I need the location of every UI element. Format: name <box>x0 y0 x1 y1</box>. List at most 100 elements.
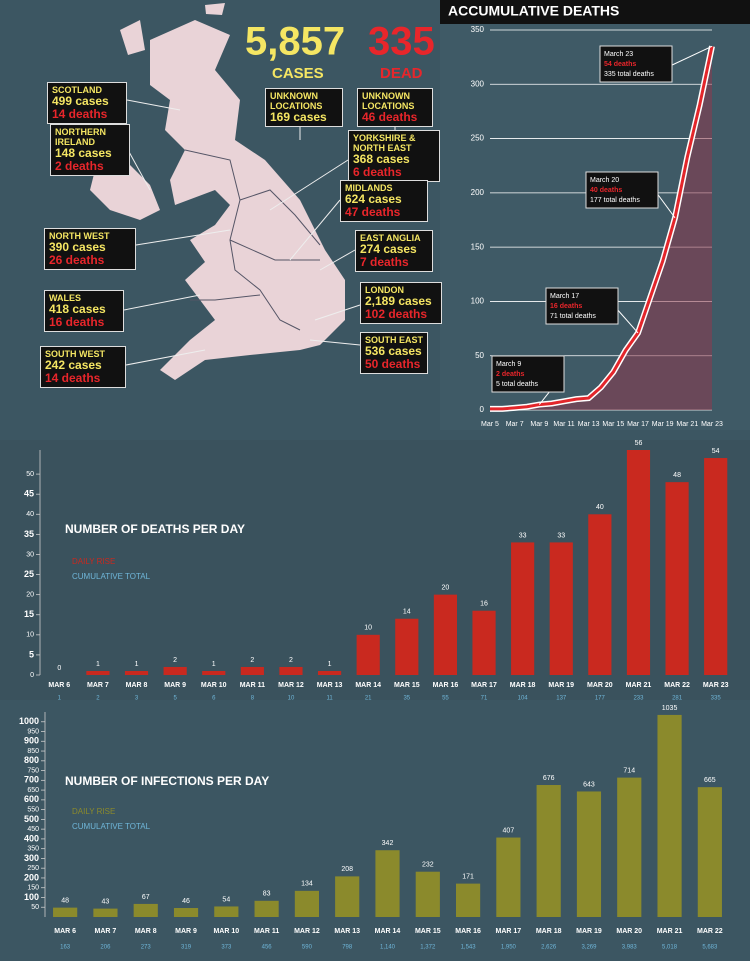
bar <box>294 890 319 917</box>
leader-line <box>123 294 201 311</box>
value-label: 171 <box>462 873 474 880</box>
region-cases: 242 cases <box>45 358 102 372</box>
x-tick-label: MAR 20 <box>616 928 642 935</box>
cumulative-label: 8 <box>251 696 255 702</box>
bar <box>254 900 279 917</box>
cumulative-label: 163 <box>60 945 71 951</box>
annotation-daily: 40 deaths <box>590 187 622 194</box>
y-tick-label: 200 <box>24 872 39 882</box>
y-tick-label: 300 <box>24 853 39 863</box>
y-tick-label: 900 <box>24 736 39 746</box>
leader-line <box>127 149 151 191</box>
annotation-leader <box>655 191 676 219</box>
x-tick-label: MAR 10 <box>213 928 239 935</box>
region-label: SOUTH WEST 242 cases 14 deaths <box>40 346 126 388</box>
cumulative-label: 71 <box>481 696 488 702</box>
value-label: 208 <box>341 866 353 873</box>
value-label: 643 <box>583 781 595 788</box>
cases-number: 5,857 <box>245 20 345 64</box>
value-label: 1 <box>212 661 216 668</box>
value-label: 1 <box>135 661 139 668</box>
x-tick-label: MAR 8 <box>135 928 157 935</box>
cumulative-label: 104 <box>518 696 529 702</box>
x-tick-label: MAR 23 <box>703 682 729 689</box>
region-name: YORKSHIRE & NORTH EAST <box>353 133 416 153</box>
bar <box>665 482 689 675</box>
y-tick-label: 850 <box>27 748 39 755</box>
bar <box>124 670 149 675</box>
line <box>490 45 714 411</box>
y-tick-label: 250 <box>471 134 485 143</box>
bar <box>214 906 239 917</box>
region-cases: 536 cases <box>365 344 422 358</box>
region-name: SOUTH EAST <box>365 335 424 345</box>
bar <box>93 908 118 917</box>
x-tick-label: Mar 21 <box>676 421 698 428</box>
x-tick-label: MAR 7 <box>87 682 109 689</box>
x-tick-label: MAR 14 <box>375 928 401 935</box>
cumulative-label: 35 <box>403 696 410 702</box>
region-deaths: 14 deaths <box>52 107 108 121</box>
leader-line <box>314 304 361 321</box>
cumulative-label: 335 <box>711 696 722 702</box>
annotation-total: 71 total deaths <box>550 313 596 320</box>
cumulative-label: 1,543 <box>461 945 477 951</box>
region-deaths: 102 deaths <box>365 307 428 321</box>
cumulative-label: 1 <box>58 696 62 702</box>
cumulative-label: 5 <box>173 696 177 702</box>
dead-label: DEAD <box>380 65 423 82</box>
value-label: 665 <box>704 777 716 784</box>
annotation-total: 5 total deaths <box>496 381 539 388</box>
cumulative-label: 55 <box>442 696 449 702</box>
annotation-box <box>599 45 673 83</box>
x-tick-label: Mar 17 <box>627 421 649 428</box>
legend-entry: CUMULATIVE TOTAL <box>72 822 151 831</box>
uk-map <box>150 20 345 380</box>
x-tick-label: MAR 22 <box>664 682 690 689</box>
y-tick-label: 25 <box>24 569 34 579</box>
y-tick-label: 150 <box>471 242 485 251</box>
annotation-date: March 20 <box>590 177 619 184</box>
bar <box>704 458 728 675</box>
region-label: UNKNOWN LOCATIONS 46 deaths <box>357 88 433 127</box>
cumulative-label: 3 <box>135 696 139 702</box>
y-tick-label: 750 <box>27 767 39 774</box>
cumulative-label: 6 <box>212 696 216 702</box>
y-tick-label: 5 <box>29 649 34 659</box>
value-label: 40 <box>596 504 604 511</box>
value-label: 67 <box>142 894 150 901</box>
region-label: LONDON 2,189 cases 102 deaths <box>360 282 442 324</box>
value-label: 33 <box>557 532 565 539</box>
chart-title: NUMBER OF DEATHS PER DAY <box>65 522 245 536</box>
region-deaths: 2 deaths <box>55 159 104 173</box>
region-label: NORTHERN IRELAND 148 cases 2 deaths <box>50 124 130 176</box>
y-tick-label: 700 <box>24 775 39 785</box>
cumulative-label: 233 <box>633 696 644 702</box>
y-tick-label: 600 <box>24 794 39 804</box>
region-name: NORTHERN IRELAND <box>55 127 106 147</box>
cumulative-label: 3,983 <box>622 945 638 951</box>
region-cases: 390 cases <box>49 240 106 254</box>
region-deaths: 6 deaths <box>353 165 402 179</box>
value-label: 714 <box>623 767 635 774</box>
x-tick-label: MAR 9 <box>175 928 197 935</box>
x-tick-label: Mar 9 <box>530 421 548 428</box>
value-label: 16 <box>480 601 488 608</box>
y-tick-label: 400 <box>24 833 39 843</box>
bar <box>588 514 612 675</box>
x-tick-label: MAR 11 <box>254 928 279 935</box>
region-name: WALES <box>49 293 82 303</box>
x-tick-label: MAR 14 <box>355 682 381 689</box>
annotation-date: March 17 <box>550 293 579 300</box>
region-deaths: 47 deaths <box>345 205 401 219</box>
bar <box>626 450 651 675</box>
value-label: 342 <box>382 840 394 847</box>
value-label: 1 <box>96 661 100 668</box>
x-tick-label: Mar 13 <box>578 421 600 428</box>
dead-number: 335 <box>368 20 435 64</box>
legend-entry: DAILY RISE <box>72 807 115 816</box>
region-cases: 624 cases <box>345 192 402 206</box>
bar <box>657 714 682 917</box>
region-cases: 148 cases <box>55 146 112 160</box>
value-label: 33 <box>519 532 527 539</box>
